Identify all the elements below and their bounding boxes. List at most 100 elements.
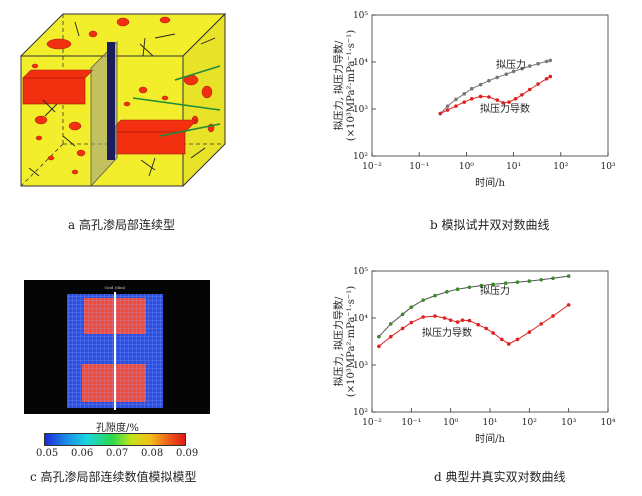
series-1-point xyxy=(454,104,458,108)
series-1-point xyxy=(491,331,495,335)
series-1-point xyxy=(500,337,504,342)
series-1-point xyxy=(467,318,472,323)
series-0-point xyxy=(388,322,393,326)
series-0-point xyxy=(469,86,474,91)
series-1-point xyxy=(566,303,571,307)
series-0-point xyxy=(377,334,381,339)
series-1-point xyxy=(460,318,465,322)
annotation-1: 拟压力导数 xyxy=(422,326,472,339)
y-tick-label: 10³ xyxy=(353,105,368,115)
series-0-point xyxy=(455,287,460,291)
chart-b: 10⁻² 10⁻¹ 10⁰ 10¹ 10² 10³ 10² 10³ 10⁴ 10⁵ 时间/h 拟压力,… xyxy=(332,11,616,189)
y-tick-label: 10² xyxy=(353,408,368,418)
series-0-point xyxy=(478,82,483,87)
series-1-point xyxy=(388,334,393,339)
series-line-0 xyxy=(378,275,569,338)
series-0-point xyxy=(495,75,500,80)
series-0-point xyxy=(454,97,458,102)
x-tick-label: 10² xyxy=(522,418,537,428)
series-1-point xyxy=(421,315,425,319)
colorbar-label: 孔隙度/% xyxy=(96,423,139,434)
series-1-point xyxy=(506,342,511,346)
y-tick-label: 10⁵ xyxy=(353,267,368,277)
green-fractures xyxy=(132,65,221,137)
series-1-point xyxy=(484,326,488,331)
series-0-point xyxy=(527,64,532,68)
y-tick-label: 10³ xyxy=(353,361,368,371)
series-0-point xyxy=(433,293,437,298)
series-0-point xyxy=(487,78,491,83)
caption-a: a 高孔渗局部连续型 xyxy=(68,218,175,232)
x-tick-label: 10⁰ xyxy=(459,162,474,172)
series-1-point xyxy=(377,344,381,349)
panel-a xyxy=(15,8,237,196)
series-line-1 xyxy=(440,76,551,115)
x-tick-label: 10³ xyxy=(561,418,576,428)
series-1-point xyxy=(507,100,511,104)
annotation-0: 拟压力 xyxy=(496,58,526,71)
panel-d: 10⁻² 10⁻¹ 10⁰ 10¹ 10² 10³ 10⁴ 10² 10³ 10⁴ 10⁵ 时间/h 拟… xyxy=(300,258,620,468)
series-0-point xyxy=(515,280,520,284)
x-tick-label: 10² xyxy=(553,162,568,172)
x-axis-label: 时间/h xyxy=(475,432,505,445)
annotation-1: 拟压力导数 xyxy=(480,102,530,115)
series-0-point xyxy=(544,59,549,64)
y-axis-label-line1: 拟压力, 拟压力导数/ xyxy=(332,40,345,130)
colorbar-tick-0: 0.05 xyxy=(36,448,59,459)
series-0-point xyxy=(491,282,495,287)
series-0-point xyxy=(539,277,543,282)
series-1-point xyxy=(520,93,524,97)
y-tick-label: 10⁴ xyxy=(353,314,368,324)
panel-b: 10⁻² 10⁻¹ 10⁰ 10¹ 10² 10³ 10² 10³ 10⁴ 10⁵ 时间/h 拟压力,… xyxy=(300,2,620,212)
x-tick-label: 10⁰ xyxy=(443,418,458,428)
wellbore xyxy=(107,42,115,160)
series-1-point xyxy=(409,320,414,325)
series-0-point xyxy=(467,285,472,290)
series-1-point xyxy=(442,316,447,320)
series-0-point xyxy=(536,61,540,66)
series-1-point xyxy=(455,320,460,324)
series-0-point xyxy=(520,66,524,71)
colorbar-tick-2: 0.07 xyxy=(106,448,129,459)
colorbar xyxy=(44,433,186,446)
series-1-point xyxy=(487,95,491,99)
x-tick-label: 10⁻² xyxy=(362,418,382,428)
series-1-point xyxy=(548,74,553,79)
y-tick-label: 10⁴ xyxy=(353,58,368,68)
series-0-point xyxy=(504,72,509,77)
series-0-point xyxy=(548,58,553,63)
series-0-point xyxy=(445,104,450,108)
series-1-point xyxy=(536,82,540,86)
x-axis-label: 时间/h xyxy=(475,176,505,189)
series-0-point xyxy=(421,298,425,302)
series-0-point xyxy=(511,69,516,74)
colorbar-tick-3: 0.08 xyxy=(141,448,164,459)
series-1-point xyxy=(469,96,474,101)
x-tick-label: 10¹ xyxy=(482,418,497,428)
series-1-point xyxy=(527,87,532,92)
series-0-point xyxy=(400,312,405,317)
y-tick-label: 10⁵ xyxy=(353,11,368,21)
x-tick-label: 10¹ xyxy=(506,162,521,172)
series-1-point xyxy=(544,76,549,81)
series-1-point xyxy=(445,108,450,112)
series-1-point xyxy=(495,98,500,102)
series-1-point xyxy=(462,100,467,104)
series-line-1 xyxy=(378,304,569,347)
colorbar-tick-1: 0.06 xyxy=(71,448,94,459)
x-tick-label: 10⁴ xyxy=(600,418,615,428)
x-tick-label: 10⁻¹ xyxy=(401,418,421,428)
caption-b: b 模拟试井双对数曲线 xyxy=(430,218,550,232)
annotation-0: 拟压力 xyxy=(480,284,510,297)
series-1-point xyxy=(527,330,532,334)
series-0-point xyxy=(566,274,571,278)
series-0-point xyxy=(445,290,449,294)
series-0-point xyxy=(503,281,508,286)
caption-d: d 典型井真实双对数曲线 xyxy=(434,470,566,484)
series-1-point xyxy=(513,96,518,101)
caption-c: c 高孔渗局部连续数值模拟模型 xyxy=(30,470,197,484)
panel-c: Grid (dim) xyxy=(24,280,210,414)
y-axis-label-line2: (×10³MPa²·mPa⁻¹·s⁻¹) xyxy=(346,30,357,141)
series-1-point xyxy=(448,318,453,322)
plot-frame xyxy=(371,14,609,157)
